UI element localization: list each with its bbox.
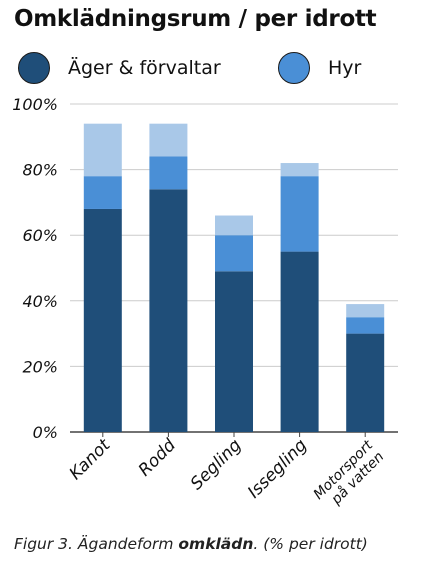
y-tick-label: 80%	[22, 161, 58, 180]
bar-segment	[149, 189, 188, 432]
x-tick-label: Issegling	[244, 435, 311, 502]
y-tick-label: 60%	[22, 226, 58, 245]
legend-swatch-own	[18, 52, 50, 84]
legend-label-rent: Hyr	[328, 57, 362, 79]
bar-segment	[215, 271, 253, 432]
bar-segment	[346, 317, 385, 334]
bar-segment	[346, 304, 385, 318]
figure-caption: Figur 3. Ägandeform omklädn. (% per idro…	[14, 535, 368, 553]
bar-segment	[346, 333, 385, 432]
y-tick-label: 20%	[22, 357, 58, 376]
y-tick-label: 40%	[22, 292, 58, 311]
stacked-bar-chart: 0% 20% 40% 60% 80% 100% Kanot Rodd SeglingIssegl…	[12, 95, 398, 514]
caption-prefix: Figur 3. Ägandeform	[14, 535, 179, 553]
legend-item-rent: Hyr	[278, 52, 361, 84]
y-tick-label: 0%	[33, 423, 58, 442]
bar-segment	[280, 251, 319, 432]
y-tick-label: 100%	[12, 95, 58, 114]
bar-segment	[83, 208, 122, 432]
x-tick-label-line: Segling	[187, 435, 246, 494]
caption-suffix: . (% per idrott)	[253, 535, 368, 553]
x-tick-label: Kanot	[66, 434, 116, 484]
x-tick-label: Rodd	[135, 435, 180, 480]
chart-title: Omklädningsrum / per idrott	[14, 6, 377, 32]
bar-segment	[280, 176, 319, 252]
bar-segment	[280, 163, 319, 177]
bar-segment	[149, 123, 188, 157]
x-tick-label-line: Kanot	[66, 434, 116, 484]
caption-bold: omklädn	[178, 535, 254, 553]
bar-segment	[215, 215, 253, 236]
x-tick-label-line: Rodd	[135, 435, 180, 480]
bar-segment	[215, 235, 253, 272]
legend-swatch-rent	[278, 52, 310, 84]
bar-segment	[149, 156, 188, 190]
x-tick-label: Segling	[187, 435, 246, 494]
bar-segment	[83, 176, 122, 209]
x-tick-label: Motorsportpå vatten	[311, 437, 388, 514]
legend-label-own: Äger & förvaltar	[68, 57, 221, 79]
legend-item-own: Äger & förvaltar	[18, 52, 221, 84]
bar-segment	[83, 123, 122, 177]
x-tick-label-line: Issegling	[244, 435, 311, 502]
